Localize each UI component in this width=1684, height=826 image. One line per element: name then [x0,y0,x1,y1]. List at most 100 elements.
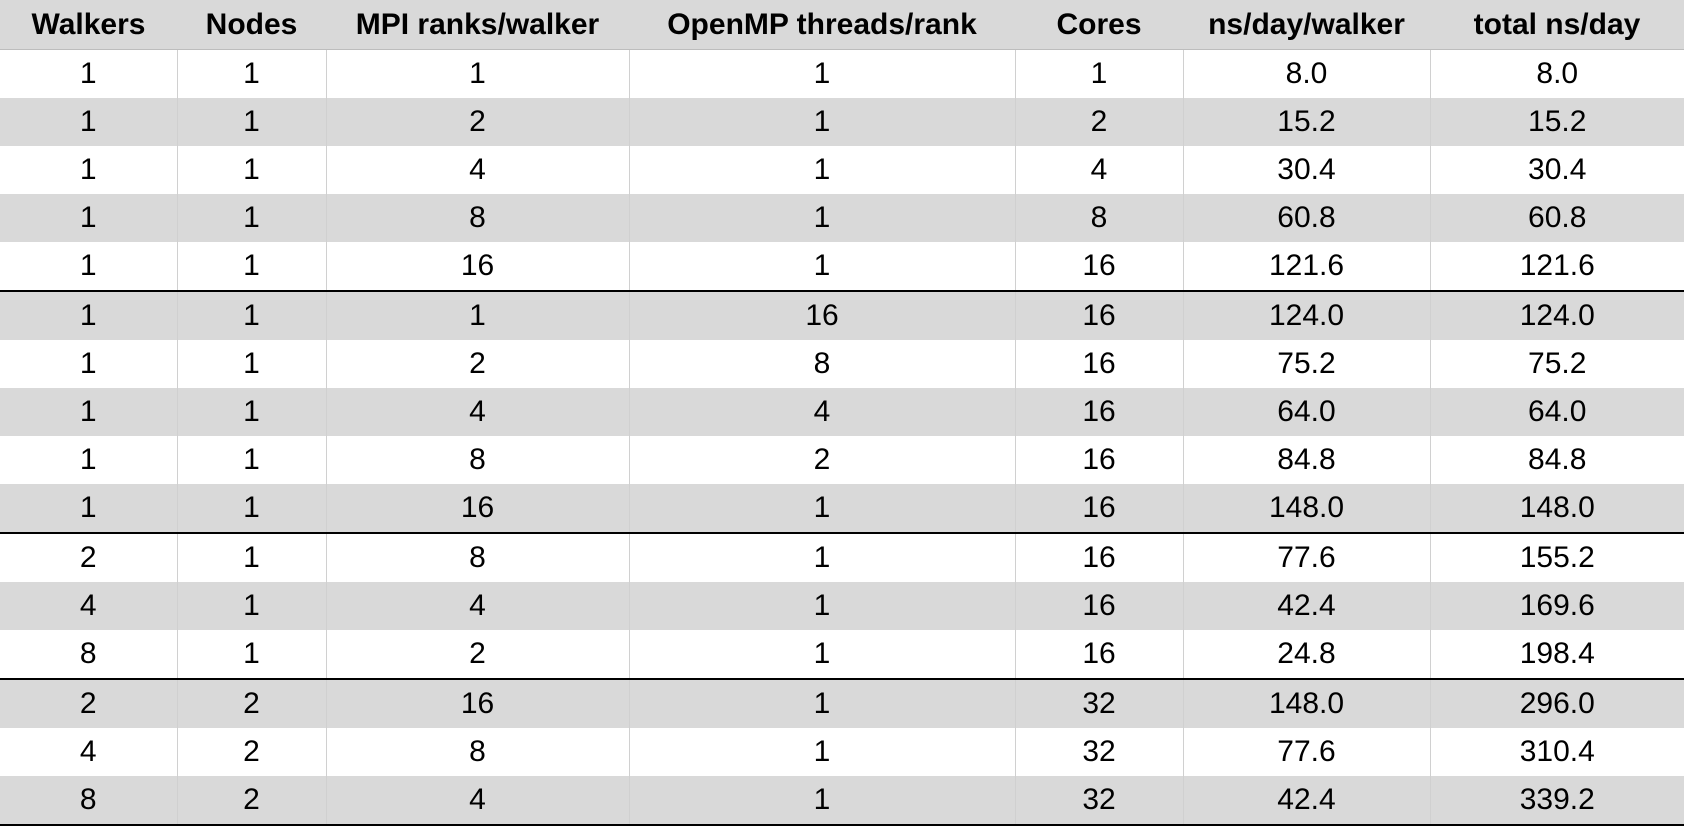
cell-cores: 8 [1014,194,1183,242]
cell-total-ns-per-day: 124.0 [1429,290,1684,340]
cell-nodes: 1 [176,532,326,582]
cell-openmp-threads-per-rank: 8 [628,340,1015,388]
cell-cores: 16 [1014,242,1183,291]
cell-cores: 16 [1014,582,1183,630]
cell-openmp-threads-per-rank: 1 [628,146,1015,194]
cell-openmp-threads-per-rank: 1 [628,98,1015,146]
cell-total-ns-per-day: 30.4 [1429,146,1684,194]
cell-total-ns-per-day: 310.4 [1429,728,1684,776]
cell-nodes: 1 [176,98,326,146]
table-row: 1 1 1 1 1 8.0 8.0 [0,49,1684,98]
cell-nodes: 1 [176,582,326,630]
cell-cores: 2 [1014,98,1183,146]
cell-walkers: 1 [0,340,177,388]
cell-mpi-ranks-per-walker: 16 [325,678,629,728]
cell-cores: 4 [1014,146,1183,194]
table-row: 1 1 2 1 2 15.2 15.2 [0,98,1684,146]
cell-total-ns-per-day: 169.6 [1429,582,1684,630]
cell-ns-per-day-per-walker: 60.8 [1182,194,1430,242]
cell-cores: 16 [1014,484,1183,533]
cell-total-ns-per-day: 84.8 [1429,436,1684,484]
cell-openmp-threads-per-rank: 1 [628,728,1015,776]
cell-openmp-threads-per-rank: 2 [628,436,1015,484]
cell-ns-per-day-per-walker: 121.6 [1182,242,1430,291]
cell-total-ns-per-day: 148.0 [1429,484,1684,533]
cell-cores: 32 [1014,728,1183,776]
cell-ns-per-day-per-walker: 42.4 [1182,582,1430,630]
cell-nodes: 1 [176,388,326,436]
table-row: 2 2 16 1 32 148.0 296.0 [0,678,1684,728]
cell-mpi-ranks-per-walker: 4 [325,146,629,194]
cell-cores: 16 [1014,436,1183,484]
cell-walkers: 2 [0,678,177,728]
column-header-nodes: Nodes [177,0,326,50]
cell-total-ns-per-day: 64.0 [1429,388,1684,436]
cell-openmp-threads-per-rank: 1 [628,630,1015,679]
cell-nodes: 1 [176,436,326,484]
cell-ns-per-day-per-walker: 15.2 [1182,98,1430,146]
cell-openmp-threads-per-rank: 1 [628,532,1015,582]
column-header-walkers: Walkers [0,0,177,50]
cell-nodes: 1 [176,340,326,388]
table-row: 8 1 2 1 16 24.8 198.4 [0,630,1684,679]
cell-ns-per-day-per-walker: 84.8 [1182,436,1430,484]
column-header-openmp-threads-per-rank: OpenMP threads/rank [629,0,1015,50]
cell-ns-per-day-per-walker: 77.6 [1182,728,1430,776]
cell-walkers: 1 [0,49,177,98]
cell-openmp-threads-per-rank: 1 [628,194,1015,242]
cell-walkers: 4 [0,582,177,630]
table-row: 1 1 8 2 16 84.8 84.8 [0,436,1684,484]
cell-ns-per-day-per-walker: 124.0 [1182,290,1430,340]
cell-mpi-ranks-per-walker: 8 [325,436,629,484]
cell-openmp-threads-per-rank: 1 [628,49,1015,98]
cell-total-ns-per-day: 60.8 [1429,194,1684,242]
cell-nodes: 2 [176,678,326,728]
header-row: Walkers Nodes MPI ranks/walker OpenMP th… [0,0,1684,50]
cell-mpi-ranks-per-walker: 4 [325,582,629,630]
cell-mpi-ranks-per-walker: 16 [325,484,629,533]
cell-ns-per-day-per-walker: 77.6 [1182,532,1430,582]
cell-cores: 1 [1014,49,1183,98]
cell-ns-per-day-per-walker: 148.0 [1182,484,1430,533]
cell-total-ns-per-day: 8.0 [1429,49,1684,98]
cell-walkers: 1 [0,194,177,242]
cell-openmp-threads-per-rank: 1 [628,242,1015,291]
table-row: 1 1 4 1 4 30.4 30.4 [0,146,1684,194]
table-row: 1 1 2 8 16 75.2 75.2 [0,340,1684,388]
cell-cores: 16 [1014,340,1183,388]
cell-nodes: 2 [176,728,326,776]
cell-nodes: 1 [176,146,326,194]
cell-mpi-ranks-per-walker: 8 [325,532,629,582]
cell-mpi-ranks-per-walker: 1 [325,290,629,340]
cell-total-ns-per-day: 75.2 [1429,340,1684,388]
table-row: 1 1 16 1 16 148.0 148.0 [0,484,1684,533]
cell-nodes: 1 [176,484,326,533]
cell-total-ns-per-day: 121.6 [1429,242,1684,291]
column-header-total-ns-per-day: total ns/day [1430,0,1684,50]
cell-mpi-ranks-per-walker: 2 [325,98,629,146]
cell-openmp-threads-per-rank: 1 [628,678,1015,728]
column-header-cores: Cores [1015,0,1183,50]
cell-cores: 16 [1014,290,1183,340]
cell-walkers: 1 [0,388,177,436]
cell-ns-per-day-per-walker: 148.0 [1182,678,1430,728]
table-row: 1 1 1 16 16 124.0 124.0 [0,290,1684,340]
cell-walkers: 1 [0,146,177,194]
cell-nodes: 1 [176,49,326,98]
cell-mpi-ranks-per-walker: 2 [325,340,629,388]
table-row: 1 1 4 4 16 64.0 64.0 [0,388,1684,436]
table-row: 1 1 16 1 16 121.6 121.6 [0,242,1684,291]
cell-ns-per-day-per-walker: 64.0 [1182,388,1430,436]
table-row: 4 2 8 1 32 77.6 310.4 [0,728,1684,776]
cell-walkers: 1 [0,98,177,146]
table-row: 4 1 4 1 16 42.4 169.6 [0,582,1684,630]
cell-cores: 16 [1014,532,1183,582]
cell-mpi-ranks-per-walker: 16 [325,242,629,291]
cell-total-ns-per-day: 15.2 [1429,98,1684,146]
cell-nodes: 1 [176,290,326,340]
cell-cores: 16 [1014,630,1183,679]
cell-openmp-threads-per-rank: 4 [628,388,1015,436]
table-row: 2 1 8 1 16 77.6 155.2 [0,532,1684,582]
